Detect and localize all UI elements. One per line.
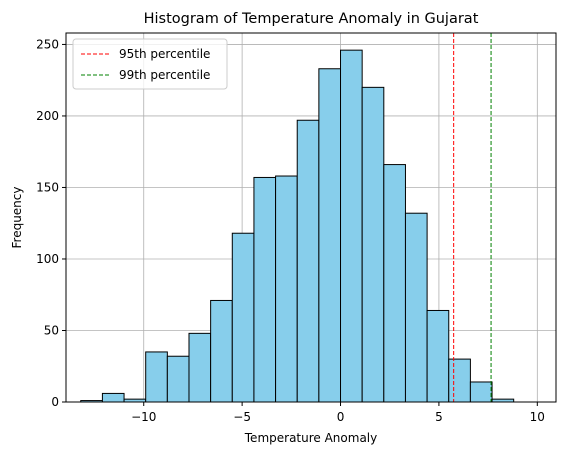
- histogram-bar: [469, 381, 493, 403]
- plot-frame: [65, 32, 557, 403]
- y-tick-label: 250: [36, 37, 59, 51]
- histogram-bar: [340, 49, 363, 403]
- x-tick-label: −10: [131, 410, 156, 424]
- histogram-bar: [383, 164, 406, 403]
- x-axis-ticks: −10 −5 0 5 10: [131, 402, 545, 424]
- histogram-bars: [80, 49, 515, 403]
- x-tick-label: 5: [435, 410, 443, 424]
- histogram-bar: [253, 176, 277, 403]
- histogram-bar: [426, 309, 450, 403]
- x-tick-label: −5: [233, 410, 251, 424]
- histogram-bar: [188, 332, 212, 403]
- y-tick-label: 100: [36, 252, 59, 266]
- percentile-lines: [453, 33, 492, 402]
- histogram-bar: [166, 355, 190, 403]
- y-tick-label: 200: [36, 109, 59, 123]
- x-axis-label: Temperature Anomaly: [244, 431, 377, 445]
- y-tick-label: 0: [51, 395, 59, 409]
- histogram-bar: [210, 299, 233, 403]
- x-tick-label: 0: [337, 410, 345, 424]
- y-axis-label: Frequency: [10, 187, 24, 249]
- histogram-bar: [275, 175, 298, 403]
- x-tick-label: 10: [530, 410, 545, 424]
- histogram-bar: [296, 119, 320, 403]
- y-tick-label: 150: [36, 180, 59, 194]
- histogram-bar: [448, 358, 471, 403]
- y-axis-ticks: 0 50 100 150 200 250: [36, 37, 66, 409]
- histogram-bar: [404, 212, 428, 403]
- histogram-bar: [145, 351, 168, 403]
- legend-label: 99th percentile: [119, 68, 210, 82]
- legend-label: 95th percentile: [119, 47, 210, 61]
- histogram-bar: [231, 232, 255, 403]
- histogram-bar: [101, 392, 125, 403]
- legend: 95th percentile 99th percentile: [72, 38, 228, 90]
- legend-box: [72, 38, 228, 90]
- y-tick-label: 50: [44, 323, 59, 337]
- histogram-bar: [361, 86, 385, 403]
- chart-title: Histogram of Temperature Anomaly in Guja…: [144, 11, 479, 27]
- histogram-bar: [318, 68, 342, 403]
